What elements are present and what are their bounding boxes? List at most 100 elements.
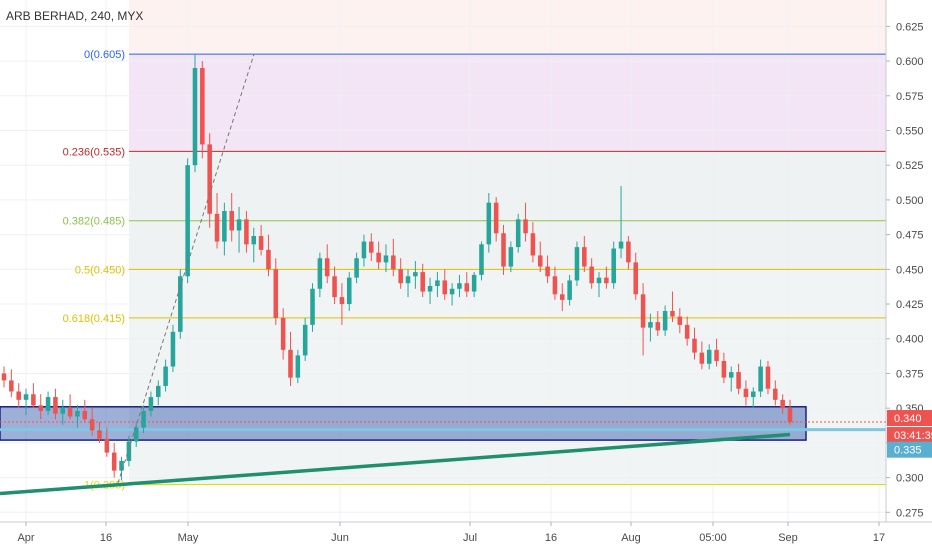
candle-body <box>648 322 653 328</box>
candle-body <box>662 310 668 331</box>
support-zone-box[interactable] <box>0 406 807 441</box>
fib-band <box>129 317 886 485</box>
candle-body <box>486 202 492 245</box>
candle-body <box>178 276 183 332</box>
candle-body <box>721 360 727 378</box>
candle-body <box>111 452 117 471</box>
candle-body <box>302 324 308 356</box>
y-tick-label: 0.450 <box>896 264 924 276</box>
countdown-tag: 03:41:39 <box>894 430 932 442</box>
candle-body <box>457 283 462 289</box>
candle-body <box>391 255 396 270</box>
candle-body <box>214 213 220 242</box>
x-tick-label: 16 <box>545 532 557 544</box>
candle-body <box>236 219 242 231</box>
candle-body <box>567 280 572 300</box>
candle-body <box>765 366 771 389</box>
candle-body <box>552 276 558 295</box>
candle-body <box>560 294 565 300</box>
candle-body <box>383 255 389 263</box>
candle-body <box>332 276 337 298</box>
fib-band <box>129 220 886 270</box>
x-tick-label: 17 <box>873 532 885 544</box>
candle-body <box>170 331 176 367</box>
candle-body <box>699 352 705 364</box>
fib-label: 0(0.605) <box>84 49 125 61</box>
candle-body <box>67 408 73 417</box>
candle-body <box>126 441 132 461</box>
candle-body <box>38 405 44 411</box>
chart-title: ARB BERHAD, 240, MYX <box>6 9 143 23</box>
candle-body <box>185 165 190 277</box>
candle-body <box>655 322 661 331</box>
fib-anchor-line[interactable] <box>117 53 255 484</box>
x-tick-label: Jul <box>463 532 477 544</box>
candle-body <box>266 249 271 270</box>
fib-label: 0.382(0.485) <box>63 216 125 228</box>
candle-body <box>258 236 264 250</box>
candle-body <box>773 388 778 400</box>
x-tick-label: May <box>178 532 199 544</box>
fib-label: 0.618(0.415) <box>63 313 125 325</box>
countdown-tag-bg <box>887 427 932 444</box>
trendlines[interactable] <box>0 53 791 496</box>
last-price-tag: 0.340 <box>894 413 922 425</box>
candle-body <box>618 241 624 249</box>
candle-body <box>626 241 631 263</box>
price-axis[interactable] <box>886 0 932 550</box>
candle-body <box>545 266 550 277</box>
candle-body <box>574 247 580 281</box>
y-tick-label: 0.400 <box>896 334 924 346</box>
candle-body <box>133 427 139 442</box>
candle-body <box>471 274 477 292</box>
y-tick-label: 0.600 <box>896 56 924 68</box>
candle-body <box>758 366 763 392</box>
candle-body <box>119 460 124 471</box>
y-tick-label: 0.625 <box>896 21 924 33</box>
candle-body <box>148 397 154 411</box>
candle-body <box>82 410 88 420</box>
time-axis[interactable] <box>0 522 932 550</box>
x-tick-label: Apr <box>17 532 34 544</box>
x-tick-label: Aug <box>621 532 641 544</box>
candle-body <box>405 276 411 284</box>
y-tick-label: 0.575 <box>896 91 924 103</box>
candle-body <box>317 258 323 289</box>
y-tick-label: 0.475 <box>896 230 924 242</box>
candle-body <box>398 269 403 284</box>
fib-band <box>129 269 886 318</box>
y-tick-label: 0.375 <box>896 368 924 380</box>
candle-body <box>354 258 359 278</box>
candle-body <box>670 310 675 317</box>
fib-band <box>129 54 886 152</box>
candle-body <box>200 68 205 145</box>
fib-label: 0.236(0.535) <box>63 146 125 158</box>
candle-body <box>523 219 528 234</box>
fib-label: 0.5(0.450) <box>75 264 125 276</box>
candle-body <box>530 233 536 256</box>
candle-body <box>155 385 161 398</box>
candle-body <box>23 394 29 400</box>
candle-body <box>464 283 470 292</box>
x-tick-label: 05:00 <box>699 532 727 544</box>
fib-band-top <box>129 0 886 55</box>
trendline[interactable] <box>0 432 791 496</box>
candle-body <box>361 241 367 259</box>
y-tick-label: 0.275 <box>896 507 924 519</box>
x-tick-label: 16 <box>100 532 112 544</box>
candle-body <box>515 219 521 248</box>
candle-body <box>449 288 455 295</box>
candle-body <box>684 324 690 339</box>
candle-body <box>787 408 793 423</box>
fibonacci-retracement[interactable]: 0(0.605) 0.236(0.535) 0.382(0.485) 0.5(0.45… <box>63 49 886 492</box>
candle-body <box>244 219 249 245</box>
candle-body <box>346 277 352 305</box>
y-tick-label: 0.425 <box>896 299 924 311</box>
candle-body <box>324 258 330 277</box>
candles <box>1 54 793 481</box>
candle-body <box>310 288 315 325</box>
candle-body <box>633 262 639 295</box>
candle-body <box>604 277 609 284</box>
